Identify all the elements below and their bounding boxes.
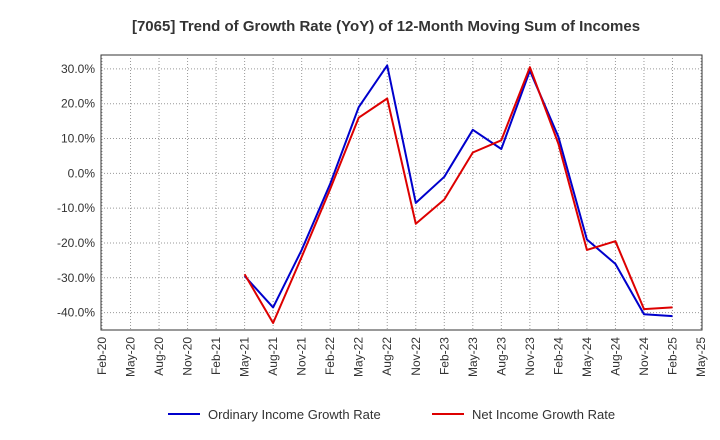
plot-area <box>100 54 703 331</box>
x-tick-label: Nov-23 <box>523 337 537 376</box>
x-tick-label: Feb-25 <box>665 337 679 375</box>
y-tick-label: -40.0% <box>57 306 95 320</box>
legend-label: Ordinary Income Growth Rate <box>208 407 381 422</box>
x-tick-label: Aug-23 <box>494 337 508 376</box>
x-tick-label: Aug-22 <box>380 337 394 376</box>
x-tick-label: Nov-20 <box>181 337 195 376</box>
x-tick-label: Nov-21 <box>295 337 309 376</box>
chart-title: [7065] Trend of Growth Rate (YoY) of 12-… <box>132 18 640 35</box>
series-line <box>243 66 673 324</box>
x-tick-label: May-21 <box>238 337 252 377</box>
y-axis-ticks: 30.0% 20.0% 10.0% 0.0% -10.0% -20.0% -30.0% -40… <box>57 62 95 320</box>
x-tick-label: May-22 <box>352 337 366 377</box>
y-tick-label: 20.0% <box>61 97 95 111</box>
x-tick-label: Feb-22 <box>323 337 337 375</box>
y-tick-label: -10.0% <box>57 201 95 215</box>
y-tick-label: -30.0% <box>57 271 95 285</box>
legend-label: Net Income Growth Rate <box>472 407 615 422</box>
x-tick-label: Feb-24 <box>551 337 565 375</box>
x-tick-label: Feb-21 <box>209 337 223 375</box>
x-tick-label: Feb-23 <box>437 337 451 375</box>
series-line <box>243 64 673 318</box>
series-lines <box>243 64 673 324</box>
y-tick-label: -20.0% <box>57 236 95 250</box>
x-tick-label: Aug-24 <box>608 337 622 376</box>
y-tick-label: 30.0% <box>61 62 95 76</box>
x-tick-label: May-20 <box>124 337 138 377</box>
x-tick-label: Nov-22 <box>409 337 423 376</box>
x-tick-label: Aug-21 <box>266 337 280 376</box>
x-tick-label: May-24 <box>580 337 594 377</box>
y-tick-label: 10.0% <box>61 132 95 146</box>
x-tick-label: Nov-24 <box>637 337 651 376</box>
legend: Ordinary Income Growth Rate Net Income Gr… <box>168 407 615 422</box>
x-tick-label: Aug-20 <box>152 337 166 376</box>
x-axis-ticks: Feb-20 May-20 Aug-20 Nov-20 Feb-21 May-21 Aug-… <box>95 337 708 377</box>
x-tick-label: Feb-20 <box>95 337 109 375</box>
x-tick-label: May-25 <box>694 337 708 377</box>
y-tick-label: 0.0% <box>68 166 96 180</box>
x-tick-label: May-23 <box>466 337 480 377</box>
